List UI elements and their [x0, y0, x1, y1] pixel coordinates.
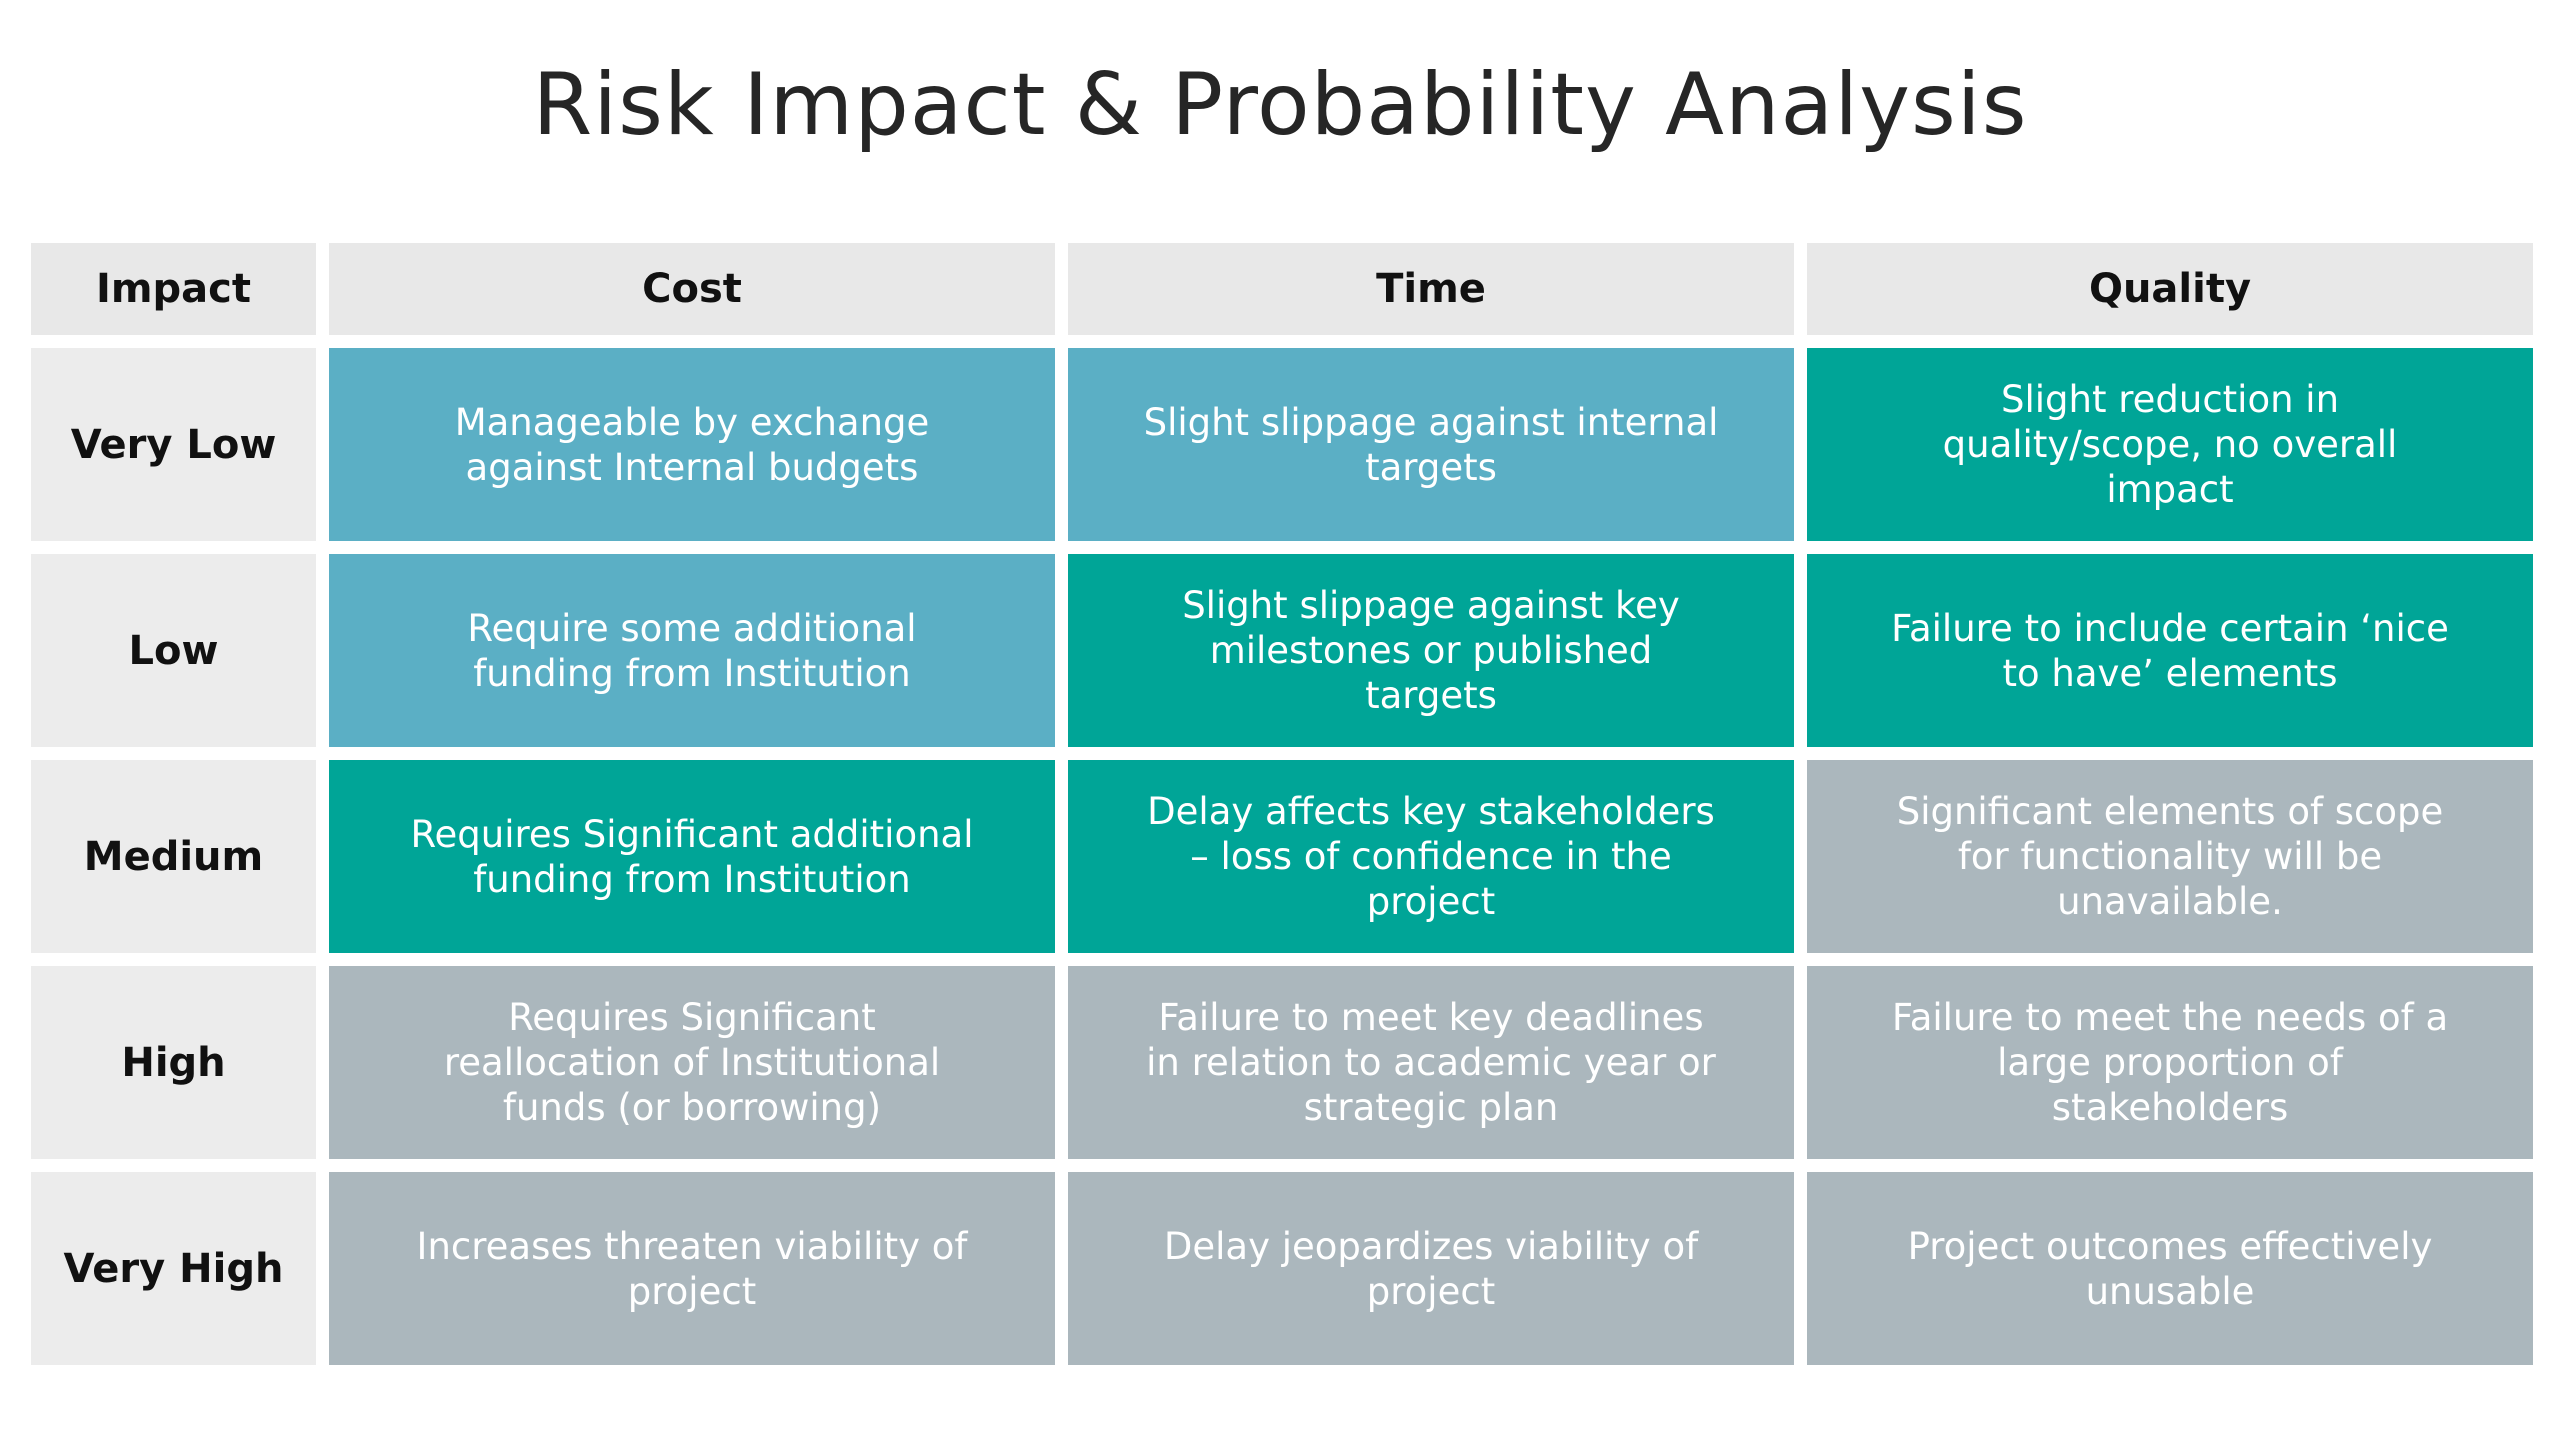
column-header-time: Time	[1068, 243, 1794, 335]
quality-cell: Project outcomes effectively unusable	[1807, 1172, 2533, 1365]
column-header-quality: Quality	[1807, 243, 2533, 335]
column-header-cost: Cost	[329, 243, 1055, 335]
quality-cell: Significant elements of scope for functi…	[1807, 760, 2533, 953]
time-cell: Slight slippage against key milestones o…	[1068, 554, 1794, 747]
quality-cell: Failure to meet the needs of a large pro…	[1807, 966, 2533, 1159]
time-cell: Delay affects key stakeholders – loss of…	[1068, 760, 1794, 953]
cost-cell: Manageable by exchange against Internal …	[329, 348, 1055, 541]
cost-cell: Increases threaten viability of project	[329, 1172, 1055, 1365]
cost-cell: Requires Significant reallocation of Ins…	[329, 966, 1055, 1159]
row-label-medium: Medium	[31, 760, 316, 953]
row-label-very-high: Very High	[31, 1172, 316, 1365]
page-title: Risk Impact & Probability Analysis	[532, 55, 2028, 155]
risk-impact-matrix: Impact Cost Time Quality Very Low Manage…	[31, 243, 2533, 1365]
row-label-low: Low	[31, 554, 316, 747]
cost-cell: Requires Significant additional funding …	[329, 760, 1055, 953]
quality-cell: Failure to include certain ‘nice to have…	[1807, 554, 2533, 747]
time-cell: Slight slippage against internal targets	[1068, 348, 1794, 541]
time-cell: Delay jeopardizes viability of project	[1068, 1172, 1794, 1365]
row-label-high: High	[31, 966, 316, 1159]
quality-cell: Slight reduction in quality/scope, no ov…	[1807, 348, 2533, 541]
cost-cell: Require some additional funding from Ins…	[329, 554, 1055, 747]
row-label-very-low: Very Low	[31, 348, 316, 541]
column-header-impact: Impact	[31, 243, 316, 335]
time-cell: Failure to meet key deadlines in relatio…	[1068, 966, 1794, 1159]
